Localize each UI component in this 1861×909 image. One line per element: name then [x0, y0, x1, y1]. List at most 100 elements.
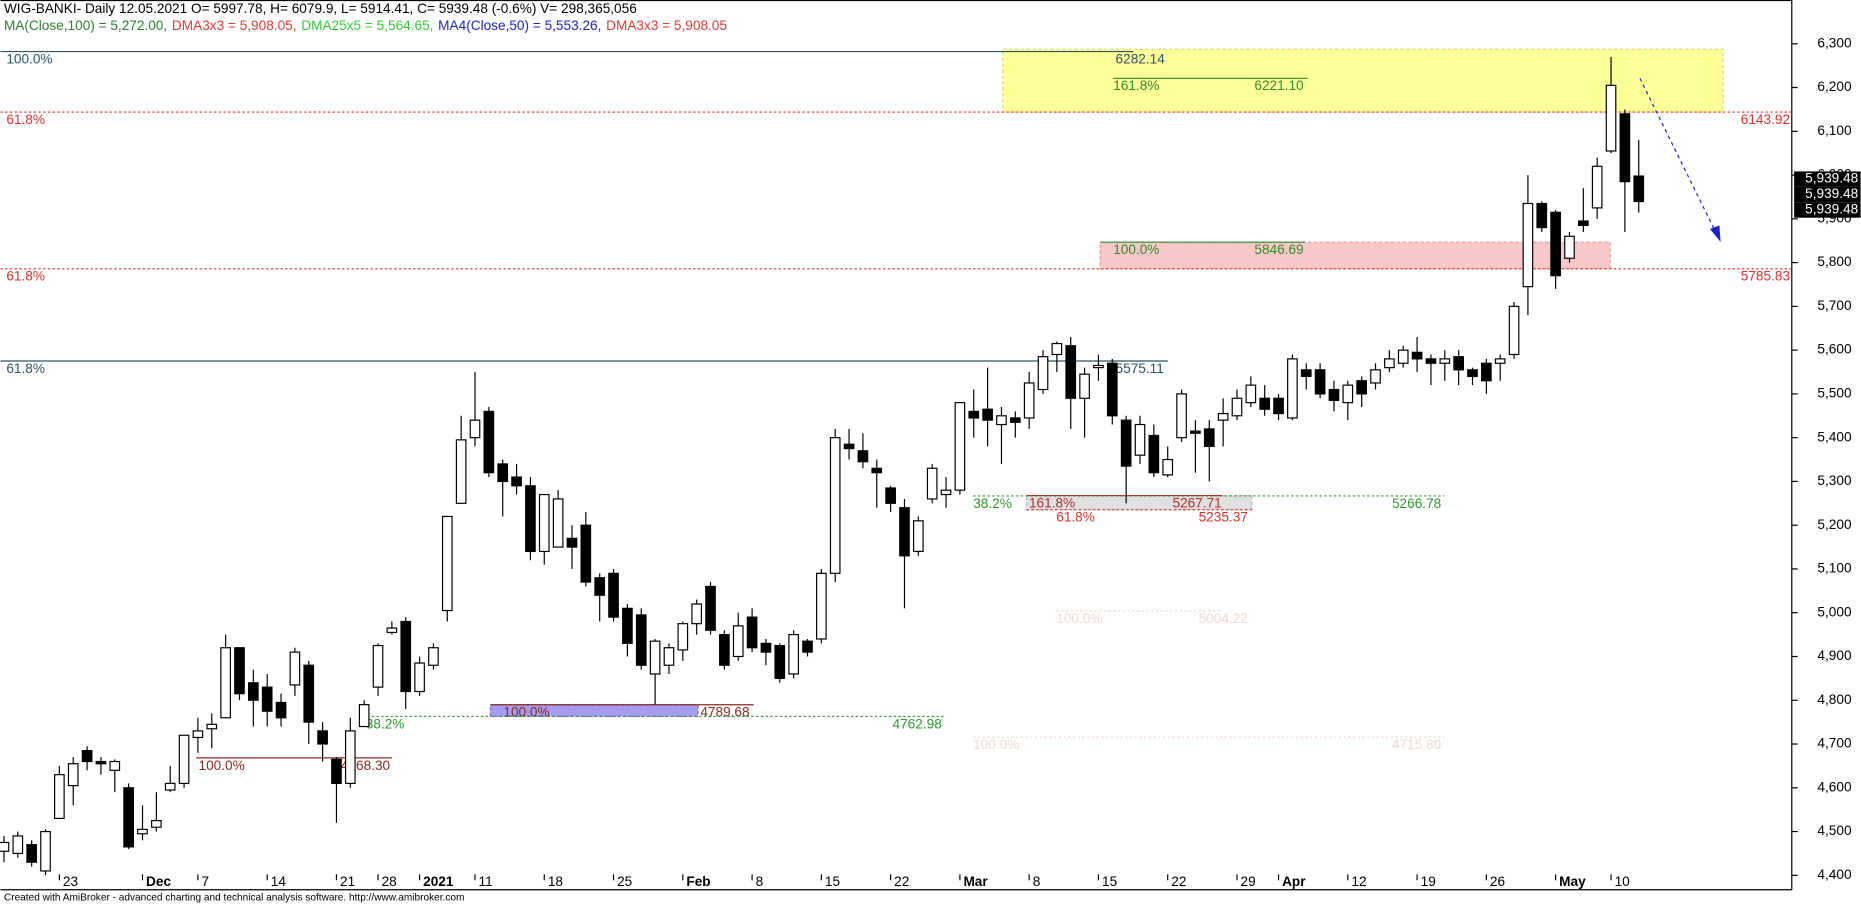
candle-body — [843, 443, 855, 450]
candle-body — [1356, 380, 1368, 395]
candle-body — [317, 730, 328, 745]
candle-body — [1439, 358, 1451, 364]
y-tick-label: 5,600 — [1817, 342, 1852, 357]
candle-body — [552, 498, 564, 548]
candle-body — [954, 402, 966, 491]
y-tick-label: 6,100 — [1817, 123, 1852, 138]
candle-body — [344, 730, 356, 785]
x-tick-label: 28 — [382, 874, 397, 889]
y-tick-label: 4,600 — [1817, 779, 1852, 794]
y-tick-label: 4,900 — [1817, 648, 1852, 663]
candle-body — [511, 476, 522, 487]
candle-body — [538, 493, 550, 553]
x-tick-label: 7 — [201, 874, 209, 889]
candle-body — [677, 623, 689, 651]
candle-body — [982, 408, 993, 421]
level-pct: 100.0% — [199, 758, 245, 773]
candle-body — [871, 467, 883, 474]
candle-body — [1051, 342, 1063, 356]
candle-body — [441, 515, 453, 612]
candle-body — [275, 701, 287, 719]
candle-body — [1203, 428, 1215, 448]
level-label: 4789.68 — [700, 705, 749, 720]
candle-body — [95, 760, 107, 765]
candle-body — [1134, 423, 1146, 456]
indicator: DMA25x5 = 5,564.65, — [301, 18, 433, 33]
candle-body — [1467, 369, 1478, 377]
y-tick-label: 5,200 — [1817, 517, 1852, 532]
y-tick-label: 5,000 — [1817, 604, 1852, 619]
level-pct: 100.0% — [503, 705, 549, 720]
x-tick-label: 21 — [340, 874, 355, 889]
x-tick-label: 23 — [63, 874, 78, 889]
candle-body — [1300, 369, 1312, 377]
candle-body — [705, 585, 716, 631]
candle-body — [1314, 369, 1326, 395]
candle-body — [1550, 211, 1561, 277]
x-tick-label: 8 — [756, 874, 764, 889]
candle-body — [857, 450, 869, 463]
candle-body — [940, 489, 952, 496]
chart-title: WIG-BANKI- Daily 12.05.2021 O= 5997.78, … — [4, 1, 637, 16]
candle-body — [1231, 397, 1243, 417]
x-tick-label: May — [1559, 874, 1586, 889]
candle-body — [1577, 220, 1589, 226]
zone — [1002, 48, 1724, 113]
candle-body — [926, 467, 938, 500]
candle-body — [912, 520, 924, 553]
level-label: 5575.11 — [1116, 361, 1164, 376]
price-label-bg — [1794, 186, 1861, 203]
candle-body — [829, 437, 841, 574]
indicator: DMA3x3 = 5,908.05, — [172, 18, 297, 33]
x-tick-label: 29 — [1241, 874, 1256, 889]
candle-body — [1564, 235, 1575, 259]
footer: Created with AmiBroker - advanced charti… — [4, 893, 464, 904]
level-label: 6282.14 — [1116, 51, 1166, 66]
candle-body — [358, 704, 370, 728]
candle-body — [428, 647, 439, 666]
candle-body — [635, 614, 647, 666]
candle-body — [54, 774, 65, 820]
level-label: 5785.83 — [1741, 269, 1790, 284]
y-tick-label: 4,800 — [1817, 692, 1852, 707]
candle-body — [649, 640, 661, 675]
candle-body — [1536, 202, 1548, 229]
level-pct: 61.8% — [1056, 510, 1095, 525]
level-label: 5266.78 — [1392, 496, 1441, 511]
candle-body — [178, 734, 190, 785]
y-tick-label: 5,100 — [1817, 561, 1852, 576]
x-tick-label: Mar — [963, 874, 988, 889]
candle-body — [1384, 358, 1395, 369]
indicator: DMA3x3 = 5,908.05 — [606, 18, 727, 33]
indicator: MA4(Close,50) = 5,553.26, — [438, 18, 601, 33]
candle-body — [1176, 393, 1187, 439]
candle-body — [760, 642, 772, 653]
candle-body — [151, 820, 162, 828]
candle-body — [816, 572, 827, 640]
candle-body — [220, 647, 231, 719]
candle-body — [81, 749, 93, 763]
candle-body — [1342, 384, 1354, 404]
candle-body — [123, 787, 134, 848]
candle-body — [1148, 434, 1160, 474]
candle-body — [289, 651, 301, 686]
candle-body — [455, 439, 467, 504]
candle-body — [885, 487, 896, 504]
candle-body — [261, 686, 273, 712]
arrow-head — [1709, 225, 1721, 243]
candle-body — [497, 463, 509, 483]
candle-body — [67, 763, 79, 787]
candle-body — [1605, 84, 1617, 152]
candle-body — [525, 485, 536, 553]
candle-body — [622, 607, 633, 644]
x-tick-label: Apr — [1282, 874, 1306, 889]
candle-body — [1287, 358, 1298, 419]
level-pct: 100.0% — [6, 51, 52, 66]
candle-body — [594, 577, 606, 596]
candle-body — [40, 830, 51, 872]
candle-body — [1633, 175, 1645, 203]
candle-body — [1508, 305, 1520, 356]
level-pct: 161.8% — [1029, 495, 1075, 510]
